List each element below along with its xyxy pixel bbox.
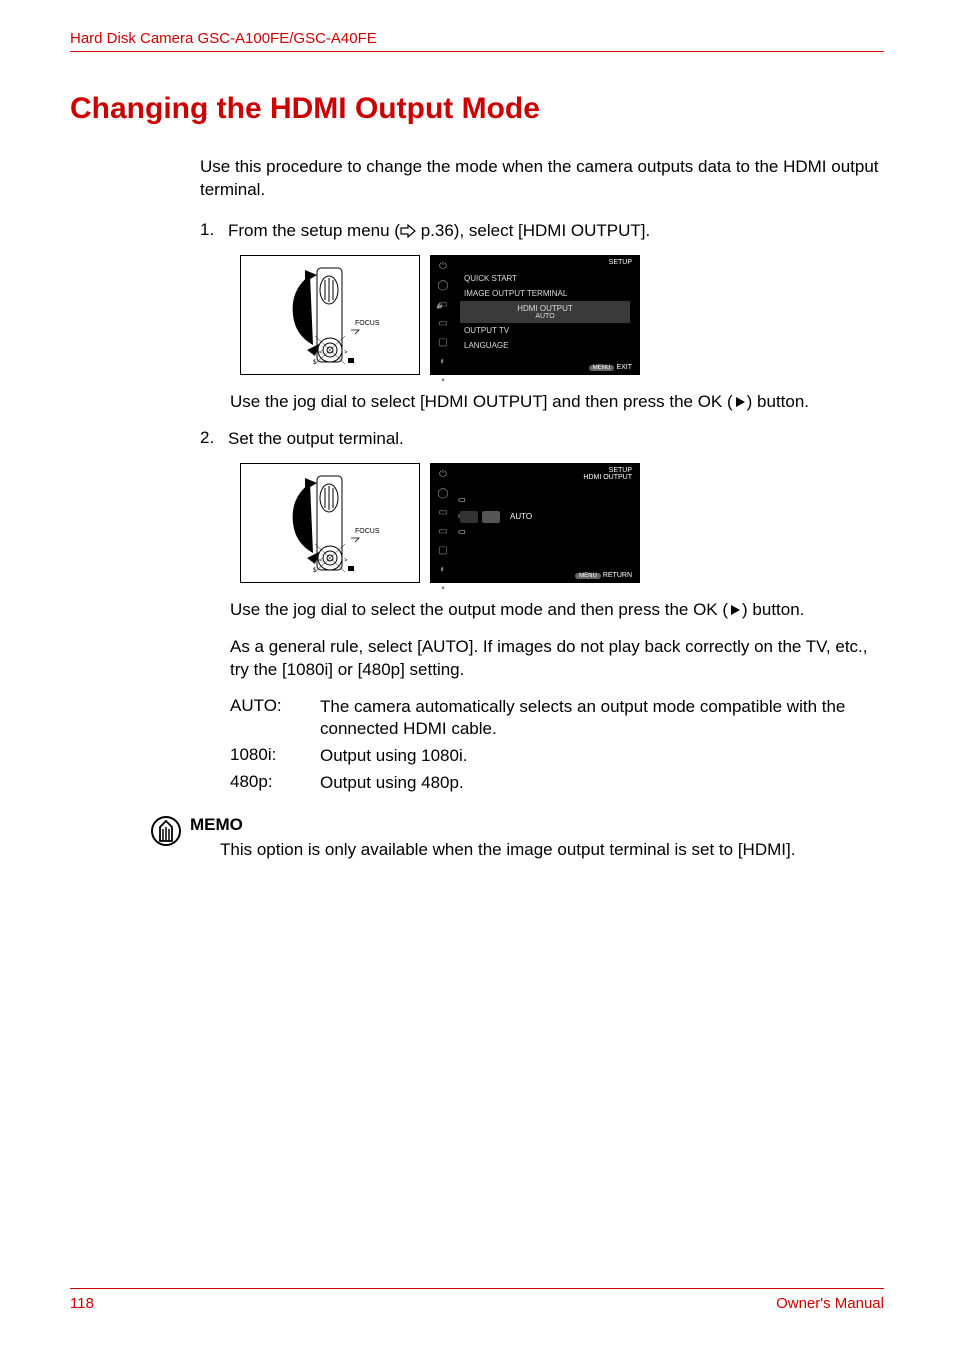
figure-row-2: FOCUS $ < > SETUP HDMI OUTPUT ⏻ ◯ ▭ ▭ ▢ … [240, 463, 884, 583]
memo-icon [150, 815, 190, 862]
tv-icon-2: ▢ [436, 545, 450, 557]
ok-play-icon-1 [733, 395, 747, 409]
exit-pill: MENU [589, 365, 615, 371]
exit-text: EXIT [616, 364, 632, 371]
def-480p-desc: Output using 480p. [320, 772, 464, 795]
figure-row-1: FOCUS $ < > SETUP ⏻ ◯ ▭ ▭ ▢ ◐ ▪ QUICK ST… [240, 255, 884, 375]
step-1-text: From the setup menu ( p.36), select [HDM… [228, 220, 650, 243]
sub-chip-1: ▭ [458, 495, 466, 504]
body-text-2: Use the jog dial to select the output mo… [230, 599, 884, 622]
body2-before: Use the jog dial to select the output mo… [230, 600, 728, 619]
svg-text:<: < [319, 350, 323, 356]
screen2-corner1: SETUP [609, 467, 632, 474]
def-1080i-term: 1080i: [230, 745, 320, 768]
def-1080i: 1080i: Output using 1080i. [230, 745, 884, 768]
setup-menu-screen-2: SETUP HDMI OUTPUT ⏻ ◯ ▭ ▭ ▢ ◐ ▪ ▭ ▭ ▭ AU… [430, 463, 640, 583]
screen2-corner2: HDMI OUTPUT [583, 474, 632, 481]
reference-arrow-icon [400, 224, 416, 238]
ok-play-icon-2 [728, 603, 742, 617]
misc-icon-2: ▪ [436, 583, 450, 595]
step-1-number: 1. [200, 220, 228, 243]
menu-quick-start: QUICK START [460, 271, 630, 286]
body-text-3: As a general rule, select [AUTO]. If ima… [230, 636, 884, 682]
power-icon-2: ⏻ [436, 469, 450, 481]
svg-text:FOCUS: FOCUS [355, 528, 380, 535]
wrench-icon [432, 303, 444, 315]
def-auto-term: AUTO: [230, 696, 320, 742]
output-icon-2: ▭ [436, 507, 450, 519]
hdmi-icon-2: ▭ [436, 526, 450, 538]
hdmi-icon: ▭ [436, 318, 450, 330]
sub-chip-3: ▭ [458, 527, 466, 536]
def-auto-desc: The camera automatically selects an outp… [320, 696, 884, 742]
return-text: RETURN [603, 572, 632, 579]
memo-section: MEMO This option is only available when … [150, 815, 884, 862]
chip-left [460, 511, 478, 523]
page-footer: 118 Owner's Manual [70, 1288, 884, 1312]
chip-selected [482, 511, 500, 523]
page-title: Changing the HDMI Output Mode [70, 92, 884, 126]
svg-text:<: < [319, 558, 323, 564]
screen-2-sub-icons: ▭ ▭ ▭ [458, 481, 466, 536]
menu-hdmi-output-selected: HDMI OUTPUT AUTO [460, 301, 630, 323]
body1-before: Use the jog dial to select [HDMI OUTPUT]… [230, 392, 733, 411]
body-text-1: Use the jog dial to select [HDMI OUTPUT]… [230, 391, 884, 414]
footer-label: Owner's Manual [776, 1295, 884, 1312]
return-pill: MENU [575, 573, 601, 579]
intro-text: Use this procedure to change the mode wh… [200, 156, 884, 202]
def-480p: 480p: Output using 480p. [230, 772, 884, 795]
memo-title: MEMO [190, 815, 884, 835]
menu-language: LANGUAGE [460, 338, 630, 353]
body2-after: ) button. [742, 600, 804, 619]
memo-body: MEMO This option is only available when … [190, 815, 884, 862]
screen-1-menu: QUICK START IMAGE OUTPUT TERMINAL HDMI O… [460, 271, 630, 353]
step-2-text: Set the output terminal. [228, 428, 404, 451]
def-auto: AUTO: The camera automatically selects a… [230, 696, 884, 742]
quick-icon-2: ◯ [436, 488, 450, 500]
menu-selected-sub: AUTO [464, 313, 626, 320]
language-icon-2: ◐ [436, 564, 450, 576]
svg-text:>: > [344, 350, 348, 356]
auto-option-row: AUTO [460, 511, 532, 523]
setup-menu-screen-1: SETUP ⏻ ◯ ▭ ▭ ▢ ◐ ▪ QUICK START IMAGE OU… [430, 255, 640, 375]
quick-icon: ◯ [436, 280, 450, 292]
misc-icon: ▪ [436, 375, 450, 387]
step-2: 2. Set the output terminal. [200, 428, 884, 451]
step-1: 1. From the setup menu ( p.36), select [… [200, 220, 884, 243]
step-1-after: p.36), select [HDMI OUTPUT]. [416, 221, 650, 240]
body1-after: ) button. [747, 392, 809, 411]
memo-text: This option is only available when the i… [220, 839, 884, 862]
output-mode-definitions: AUTO: The camera automatically selects a… [230, 696, 884, 796]
language-icon: ◐ [436, 356, 450, 368]
tv-icon: ▢ [436, 337, 450, 349]
jog-dial-illustration-1: FOCUS $ < > [240, 255, 420, 375]
svg-text:>: > [344, 558, 348, 564]
screen-1-corner: SETUP [609, 259, 632, 266]
menu-output-tv: OUTPUT TV [460, 323, 630, 338]
menu-image-output: IMAGE OUTPUT TERMINAL [460, 286, 630, 301]
menu-selected-label: HDMI OUTPUT [517, 304, 573, 313]
jog-dial-illustration-2: FOCUS $ < > [240, 463, 420, 583]
page-number: 118 [70, 1295, 94, 1312]
screen-1-icon-column: ⏻ ◯ ▭ ▭ ▢ ◐ ▪ [436, 261, 450, 387]
screen-1-exit: MENUEXIT [589, 364, 632, 371]
auto-label: AUTO [510, 512, 532, 521]
def-1080i-desc: Output using 1080i. [320, 745, 467, 768]
page-header: Hard Disk Camera GSC-A100FE/GSC-A40FE [70, 30, 884, 52]
power-icon: ⏻ [436, 261, 450, 273]
screen-2-return: MENURETURN [575, 572, 632, 579]
screen-2-corner: SETUP HDMI OUTPUT [583, 467, 632, 481]
step-1-before: From the setup menu ( [228, 221, 400, 240]
screen-2-icon-column: ⏻ ◯ ▭ ▭ ▢ ◐ ▪ [436, 469, 450, 595]
step-2-number: 2. [200, 428, 228, 451]
focus-label: FOCUS [355, 320, 380, 327]
def-480p-term: 480p: [230, 772, 320, 795]
